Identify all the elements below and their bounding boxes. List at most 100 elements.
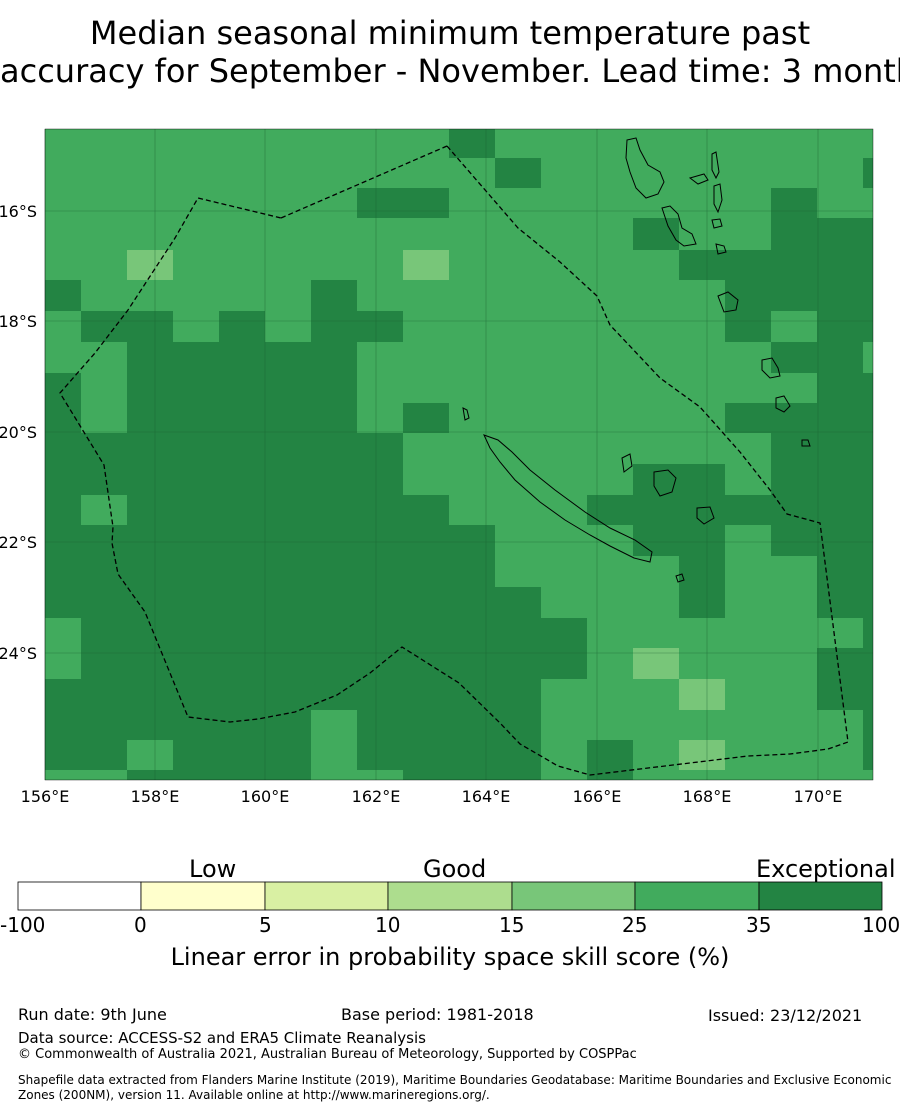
lon-label: 158°E: [131, 787, 180, 806]
colorbar-category-good: Good: [423, 855, 487, 883]
grid-cell: [357, 710, 541, 740]
grid-cell: [679, 740, 725, 770]
grid-cell: [127, 740, 173, 770]
grid-cell: [357, 740, 541, 770]
run-date: Run date: 9th June: [18, 1005, 167, 1024]
grid-cell: [495, 158, 541, 188]
data-source: Data source: ACCESS-S2 and ERA5 Climate …: [18, 1029, 426, 1047]
vanuatu-malakula: [661, 205, 697, 247]
grid-cell: [587, 770, 633, 780]
colorbar-segment: [17, 881, 142, 911]
grid-cell: [633, 218, 679, 250]
grid-cell: [633, 648, 679, 679]
grid-cell: [679, 679, 725, 710]
grid-cell: [633, 525, 725, 556]
colorbar-tick-label: 35: [746, 913, 772, 937]
colorbar-tick-label: 100: [862, 913, 900, 937]
grid-cell: [633, 464, 725, 495]
grid-cell: [45, 433, 403, 495]
vanuatu-maewo: [711, 151, 720, 180]
grid-cell: [311, 280, 357, 311]
issued-date: Issued: 23/12/2021: [708, 1006, 863, 1025]
grid-cell: [81, 495, 127, 525]
grid-cell: [127, 342, 357, 403]
vanuatu-epi: [715, 243, 727, 255]
coastlines: [462, 137, 811, 583]
grid-cell: [127, 495, 449, 525]
grid-cell: [771, 464, 873, 525]
loyalty-island-ouvea: [621, 453, 633, 473]
grid-cell: [219, 311, 265, 342]
lat-label: 22°S: [0, 533, 37, 552]
grid-cell: [725, 311, 771, 342]
grid-cell: [45, 618, 81, 679]
grid-cell: [771, 342, 863, 373]
colorbar-tick-label: 0: [134, 913, 147, 937]
grid-cell: [679, 556, 725, 618]
loyalty-island-mare: [696, 506, 715, 525]
grid-cell: [45, 740, 127, 770]
colorbar-segment: [140, 881, 266, 911]
grid-cell: [679, 250, 873, 280]
grid-cell: [771, 525, 817, 556]
copyright-notice: © Commonwealth of Australia 2021, Austra…: [18, 1047, 637, 1062]
map-title-line-1: Median seasonal minimum temperature past: [89, 14, 811, 52]
grid-cell: [127, 250, 173, 280]
grid-cell: [311, 311, 403, 342]
colorbar: [17, 881, 883, 911]
lon-label: 164°E: [462, 787, 511, 806]
lon-label: 166°E: [573, 787, 622, 806]
lon-label: 168°E: [683, 787, 732, 806]
vanuatu-erromango: [761, 357, 781, 379]
grid-cell: [587, 495, 771, 525]
colorbar-segment: [264, 881, 389, 911]
grid-cell: [45, 587, 541, 618]
shapefile-attribution: Shapefile data extracted from Flanders M…: [18, 1073, 892, 1102]
skill-grid: [45, 129, 873, 780]
colorbar-segment: [758, 881, 883, 911]
grid-cell: [45, 495, 81, 525]
vanuatu-pentecost: [713, 183, 723, 214]
grid-cell: [725, 280, 873, 311]
colorbar-segment: [387, 881, 513, 911]
vanuatu-efate: [717, 291, 739, 313]
grid-cell: [357, 188, 449, 218]
grid-cell: [403, 250, 449, 280]
grid-cell: [725, 403, 873, 433]
lon-label: 170°E: [794, 787, 843, 806]
chesterfield-islet: [462, 407, 470, 421]
grid-cell: [45, 679, 541, 710]
lat-label: 24°S: [0, 644, 37, 663]
grid-cell: [817, 311, 873, 342]
gridlines: [44, 129, 873, 780]
vanuatu-tanna: [775, 395, 791, 413]
grid-cell: [45, 280, 81, 311]
grid-cell: [81, 618, 587, 648]
grid-cell: [45, 710, 311, 740]
grid-cell: [863, 710, 873, 770]
vanuatu-ambae: [688, 173, 709, 185]
colorbar-tick-label: -100: [0, 913, 46, 937]
grid-cell: [771, 218, 873, 250]
map-title-line-2: accuracy for September - November. Lead …: [0, 52, 900, 90]
grid-cell: [817, 525, 873, 618]
latitude-labels: 16°S 18°S 20°S 22°S 24°S: [0, 202, 37, 663]
grid-cell: [127, 770, 311, 780]
grid-cell: [817, 648, 873, 710]
grid-cell: [173, 740, 311, 770]
colorbar-segment: [511, 881, 636, 911]
grid-cell: [449, 129, 495, 158]
lat-label: 18°S: [0, 312, 37, 331]
grid-cell: [81, 373, 127, 433]
map-frame: [44, 128, 874, 781]
eez-boundary-line: [59, 145, 849, 776]
isle-of-pines: [675, 573, 685, 583]
grid-cell: [127, 403, 357, 433]
lon-label: 156°E: [21, 787, 70, 806]
colorbar-tick-label: 10: [375, 913, 401, 937]
new-caledonia-island: [483, 434, 653, 563]
grid-cell: [81, 648, 587, 679]
colorbar-category-low: Low: [189, 855, 237, 883]
vanuatu-espiritu-santo: [625, 137, 665, 199]
colorbar-category-exceptional: Exceptional: [756, 855, 896, 883]
